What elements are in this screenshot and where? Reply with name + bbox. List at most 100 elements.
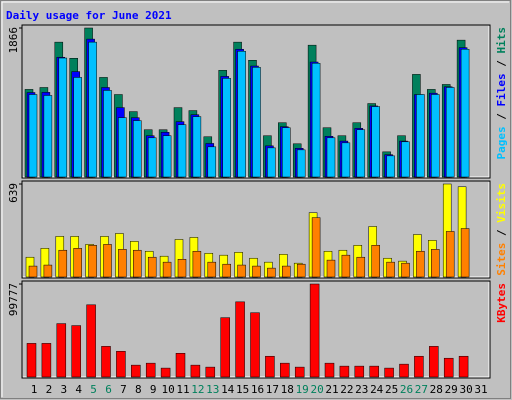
bar bbox=[160, 367, 171, 378]
bar bbox=[43, 264, 53, 278]
bar bbox=[280, 362, 290, 378]
bar bbox=[252, 67, 261, 178]
x-tick-label: 20 bbox=[310, 383, 323, 396]
bar bbox=[190, 364, 201, 378]
bar bbox=[162, 135, 172, 178]
x-tick-label: 2 bbox=[46, 383, 53, 396]
bar bbox=[416, 250, 425, 278]
x-tick-label: 21 bbox=[325, 383, 338, 396]
bar bbox=[460, 48, 470, 178]
bar bbox=[339, 365, 350, 378]
y-tick-label: 639 bbox=[7, 183, 20, 203]
bar bbox=[384, 367, 394, 378]
bar bbox=[354, 365, 365, 378]
bar bbox=[250, 312, 260, 378]
legend-separator: / bbox=[495, 107, 508, 127]
bar bbox=[399, 363, 409, 378]
legend-entry: Visits bbox=[495, 183, 508, 223]
bar bbox=[56, 323, 67, 378]
bar bbox=[28, 94, 38, 178]
x-tick-label: 28 bbox=[430, 383, 443, 396]
bar bbox=[369, 365, 379, 378]
legend-entry: Hits bbox=[495, 27, 508, 54]
bar bbox=[41, 343, 52, 378]
x-tick-label: 8 bbox=[135, 383, 142, 396]
x-tick-label: 23 bbox=[355, 383, 368, 396]
bar bbox=[371, 245, 380, 278]
bar bbox=[88, 245, 97, 278]
chart-title: Daily usage for June 2021 bbox=[6, 9, 172, 22]
x-tick-label: 7 bbox=[120, 383, 127, 396]
bar bbox=[43, 95, 53, 178]
legend: Sites / Visits bbox=[495, 183, 508, 276]
bar bbox=[28, 265, 38, 278]
bar bbox=[296, 263, 306, 278]
x-tick-label: 25 bbox=[385, 383, 398, 396]
bar bbox=[324, 362, 335, 378]
y-tick-label: 1866 bbox=[7, 27, 20, 54]
x-tick-label: 12 bbox=[191, 383, 204, 396]
bar bbox=[133, 249, 142, 278]
bar bbox=[252, 265, 261, 278]
bar bbox=[101, 346, 111, 378]
bar bbox=[73, 248, 82, 278]
bar bbox=[356, 256, 366, 278]
x-tick-label: 9 bbox=[150, 383, 157, 396]
legend-entry: Files bbox=[495, 73, 508, 106]
x-tick-label: 27 bbox=[415, 383, 428, 396]
bar bbox=[116, 351, 126, 378]
bar bbox=[88, 41, 97, 178]
bar bbox=[282, 265, 291, 278]
bar bbox=[192, 250, 202, 278]
bar bbox=[416, 94, 425, 178]
bar bbox=[386, 261, 395, 278]
bar bbox=[133, 120, 142, 178]
bar bbox=[207, 261, 217, 278]
bar bbox=[431, 249, 440, 278]
x-tick-label: 16 bbox=[251, 383, 264, 396]
bar bbox=[371, 106, 380, 178]
x-tick-label: 19 bbox=[296, 383, 309, 396]
bar bbox=[429, 346, 439, 378]
x-tick-label: 30 bbox=[459, 383, 472, 396]
bar bbox=[220, 317, 230, 378]
bar bbox=[445, 87, 455, 178]
bar bbox=[58, 249, 68, 278]
bar bbox=[386, 155, 395, 178]
legend: KBytes bbox=[495, 283, 508, 323]
x-tick-label: 24 bbox=[370, 383, 384, 396]
legend-entry: Sites bbox=[495, 243, 508, 276]
bar bbox=[177, 124, 187, 178]
bar bbox=[237, 264, 246, 278]
bar bbox=[103, 244, 112, 278]
bar bbox=[175, 353, 186, 378]
bar bbox=[222, 78, 231, 178]
legend-separator: / bbox=[495, 54, 508, 74]
bar bbox=[460, 228, 470, 278]
bar bbox=[341, 254, 351, 278]
x-tick-label: 5 bbox=[90, 383, 97, 396]
bar bbox=[26, 343, 37, 378]
x-tick-label: 18 bbox=[281, 383, 294, 396]
bar bbox=[205, 366, 216, 378]
bar bbox=[86, 304, 96, 378]
bar bbox=[118, 117, 127, 178]
bar bbox=[326, 137, 336, 178]
x-tick-label: 1 bbox=[31, 383, 38, 396]
x-tick-label: 14 bbox=[221, 383, 235, 396]
bar bbox=[237, 50, 246, 178]
x-tick-label: 13 bbox=[206, 383, 219, 396]
legend-entry: KBytes bbox=[495, 283, 508, 323]
x-tick-label: 31 bbox=[474, 383, 487, 396]
bar bbox=[235, 301, 245, 378]
legend: Pages / Files / Hits bbox=[495, 27, 508, 160]
bar bbox=[458, 355, 469, 378]
bar bbox=[192, 116, 202, 178]
bar bbox=[177, 258, 187, 278]
bar bbox=[309, 283, 320, 378]
bar bbox=[341, 142, 351, 178]
bar bbox=[267, 147, 276, 178]
x-tick-label: 15 bbox=[236, 383, 249, 396]
